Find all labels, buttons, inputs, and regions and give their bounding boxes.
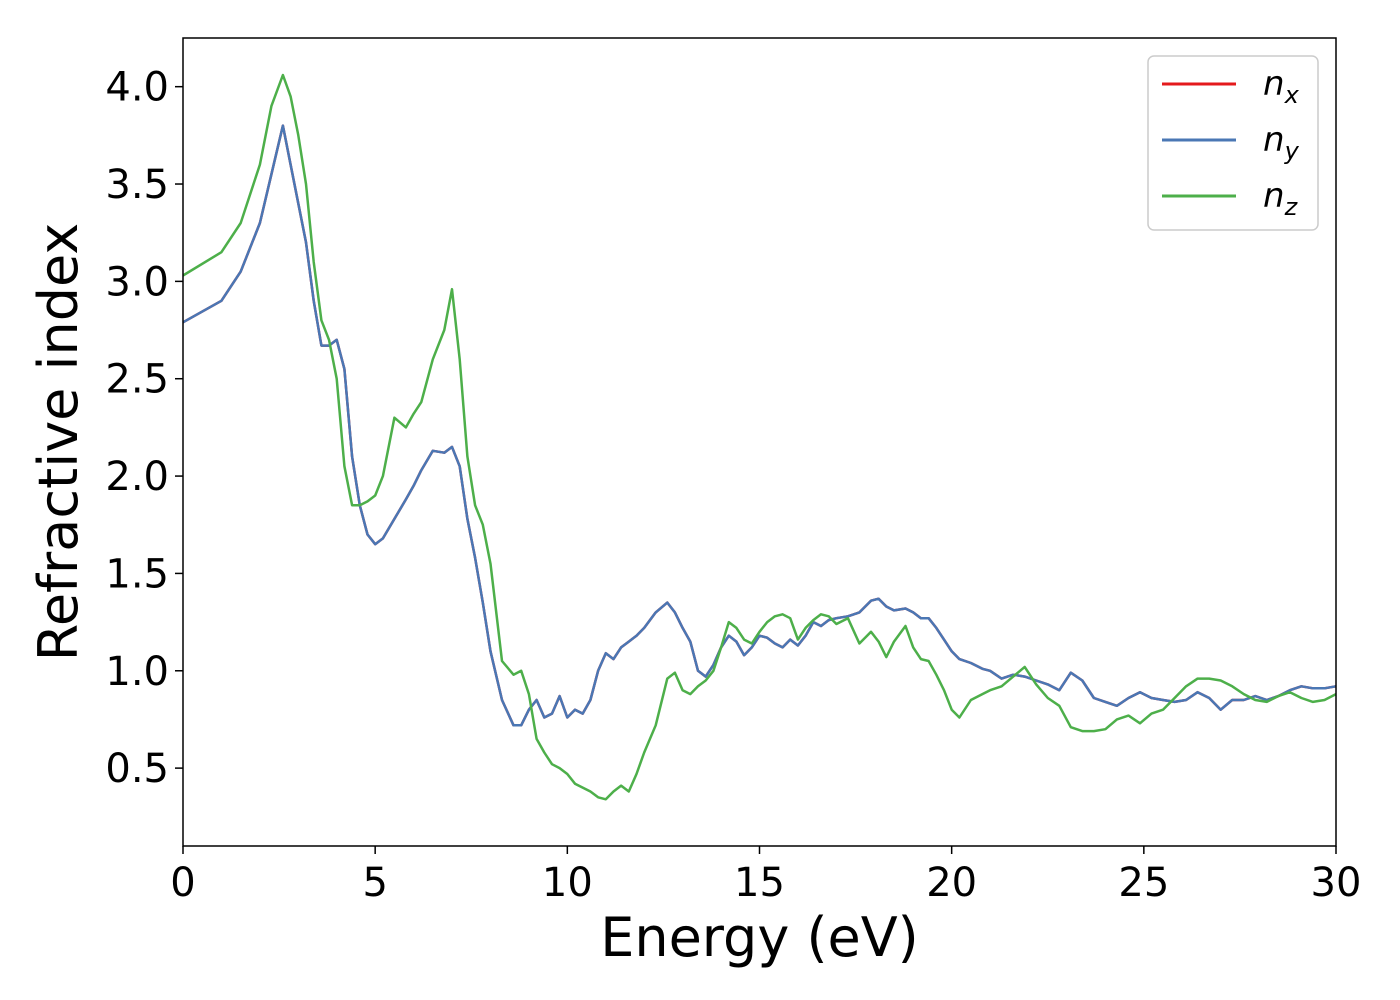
x-tick-label: 30 — [1311, 860, 1362, 906]
y-tick-label: 3.0 — [105, 259, 169, 305]
x-axis-ticks: 0 5 10 15 20 25 30 — [170, 846, 1361, 906]
series-line-ny — [182, 124, 1337, 727]
y-tick-label: 2.0 — [105, 454, 169, 500]
x-tick-label: 20 — [926, 860, 977, 906]
series-lines — [182, 73, 1337, 801]
x-axis-label: Energy (eV) — [600, 906, 919, 969]
legend-label-ny: ny — [1263, 120, 1300, 165]
legend-label-nx: nx — [1263, 64, 1300, 109]
legend-box — [1147, 55, 1319, 231]
y-tick-label: 0.5 — [105, 746, 169, 792]
legend-label-nz: nz — [1263, 176, 1299, 221]
x-tick-label: 0 — [170, 860, 195, 906]
y-tick-label: 4.0 — [105, 65, 169, 111]
x-tick-label: 10 — [542, 860, 593, 906]
x-tick-label: 5 — [362, 860, 387, 906]
x-tick-label: 15 — [734, 860, 785, 906]
y-axis-label: Refractive index — [27, 223, 90, 662]
legend: nx ny nz — [1147, 55, 1319, 231]
x-tick-label: 25 — [1118, 860, 1169, 906]
y-tick-label: 1.0 — [105, 649, 169, 695]
y-tick-label: 2.5 — [105, 357, 169, 403]
y-tick-label: 3.5 — [105, 162, 169, 208]
y-tick-label: 1.5 — [105, 551, 169, 597]
y-axis-ticks: 0.5 1.0 1.5 2.0 2.5 3.0 3.5 4.0 — [105, 65, 183, 792]
series-line-nz — [182, 73, 1337, 801]
